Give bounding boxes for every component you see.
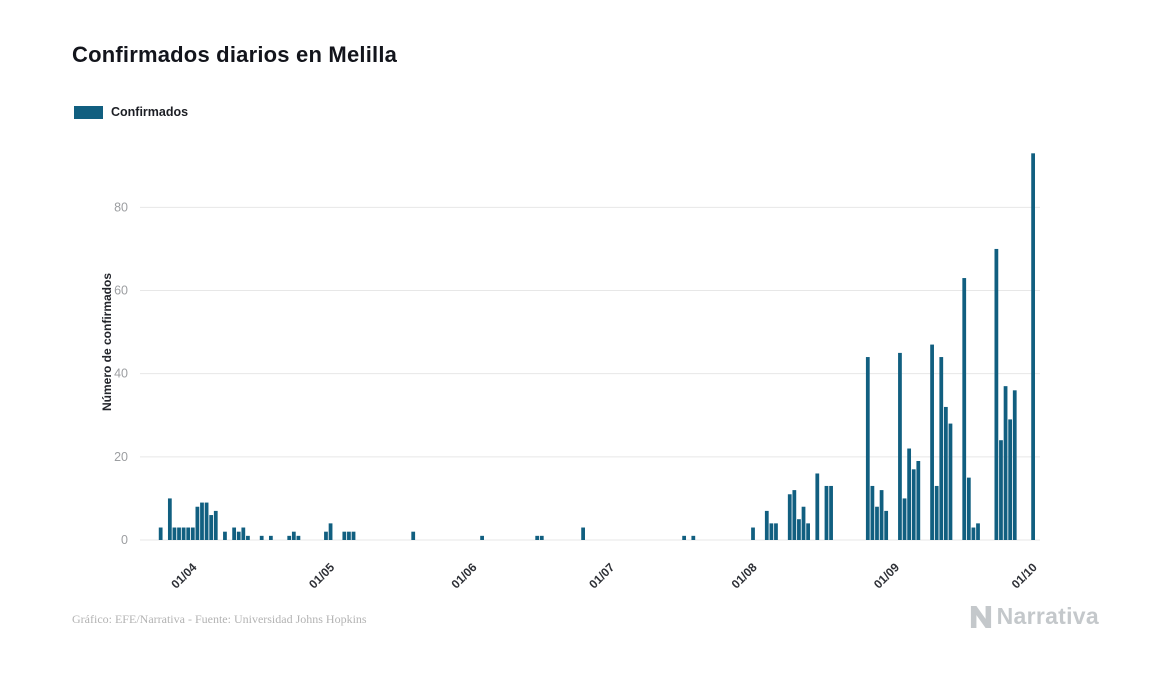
bar: [1003, 386, 1008, 540]
bar: [902, 498, 907, 540]
y-tick-label: 20: [114, 450, 128, 464]
y-tick-label: 60: [114, 284, 128, 298]
legend: Confirmados: [74, 105, 188, 119]
bar: [898, 352, 902, 540]
x-tick-label: 01/07: [586, 560, 617, 591]
bar: [994, 248, 999, 540]
bar: [259, 535, 264, 540]
chart-canvas: 0 20 40 60 80 01/04 01/05 01/06 01/07 01/08 01/09 0…: [114, 153, 1040, 591]
bar: [907, 448, 912, 540]
bar: [934, 485, 939, 540]
bar: [943, 406, 948, 540]
x-tick-label: 01/10: [1009, 560, 1040, 591]
bar: [1031, 153, 1035, 540]
bar: [1008, 419, 1013, 540]
x-tick-label: 01/06: [448, 560, 479, 591]
bar: [971, 527, 976, 540]
bar: [875, 506, 879, 540]
bar: [411, 531, 416, 540]
bar: [1012, 390, 1017, 540]
bar: [829, 485, 833, 540]
footer-credit: Gráfico: EFE/Narrativa - Fuente: Univers…: [72, 612, 367, 626]
bar: [962, 278, 967, 540]
bar: [865, 357, 870, 540]
bar: [751, 527, 755, 540]
bar: [268, 535, 273, 540]
bar: [884, 510, 889, 540]
bar: [916, 461, 921, 540]
bar: [939, 357, 944, 540]
bar: [291, 531, 296, 540]
bar: [480, 535, 484, 540]
bar: [930, 344, 934, 540]
bar: [351, 531, 356, 540]
bar: [181, 527, 186, 540]
x-tick-label: 01/04: [168, 560, 199, 591]
bar: [195, 506, 200, 540]
bar: [209, 515, 214, 540]
bar: [287, 535, 292, 540]
bar: [342, 531, 347, 540]
bar: [535, 535, 540, 540]
bar: [539, 535, 544, 540]
bar: [204, 502, 209, 540]
y-tick-label: 0: [121, 533, 128, 547]
bar: [328, 523, 333, 540]
bar: [347, 531, 351, 540]
brand-name: Narrativa: [996, 603, 1099, 629]
bar: [200, 502, 204, 540]
legend-label: Confirmados: [111, 105, 189, 119]
bar: [870, 485, 875, 540]
bar: [999, 440, 1003, 540]
bar: [172, 527, 177, 540]
brand-logo: Narrativa: [969, 603, 1099, 630]
bar: [324, 531, 328, 540]
x-tick-label: 01/09: [871, 560, 902, 591]
bar: [581, 527, 585, 540]
y-tick-label: 80: [114, 200, 128, 214]
bar: [691, 535, 696, 540]
bar: [682, 535, 687, 540]
bar: [806, 523, 810, 540]
bar: [236, 531, 241, 540]
bar: [296, 535, 301, 540]
y-tick-label: 40: [114, 367, 128, 381]
bar: [948, 423, 953, 540]
narrativa-n-icon: [970, 605, 991, 628]
bar: [186, 527, 191, 540]
legend-swatch: [74, 105, 103, 119]
bar: [815, 473, 820, 540]
bar: [158, 527, 163, 540]
chart-title: Confirmados diarios en Melilla: [72, 42, 398, 67]
x-tick-label: 01/05: [306, 560, 337, 591]
bar: [966, 477, 971, 540]
bar: [246, 535, 250, 540]
bar: [797, 519, 801, 540]
bar: [167, 498, 172, 540]
bar: [223, 531, 227, 540]
bar: [774, 523, 778, 540]
bar: [976, 523, 980, 540]
bar: [824, 485, 829, 540]
bar: [232, 527, 237, 540]
bar: [787, 494, 792, 540]
bar: [764, 510, 769, 540]
x-tick-label: 01/08: [729, 560, 760, 591]
bar: [177, 527, 181, 540]
chart-area: 0 20 40 60 80 01/04 01/05 01/06 01/07 01/08 01/09 0…: [70, 130, 1080, 600]
bar: [213, 510, 218, 540]
bar: [792, 490, 797, 540]
bar: [190, 527, 195, 540]
bar: [801, 506, 806, 540]
bar: [911, 469, 916, 540]
bar: [879, 490, 884, 540]
bar: [769, 523, 774, 540]
bar: [241, 527, 246, 540]
